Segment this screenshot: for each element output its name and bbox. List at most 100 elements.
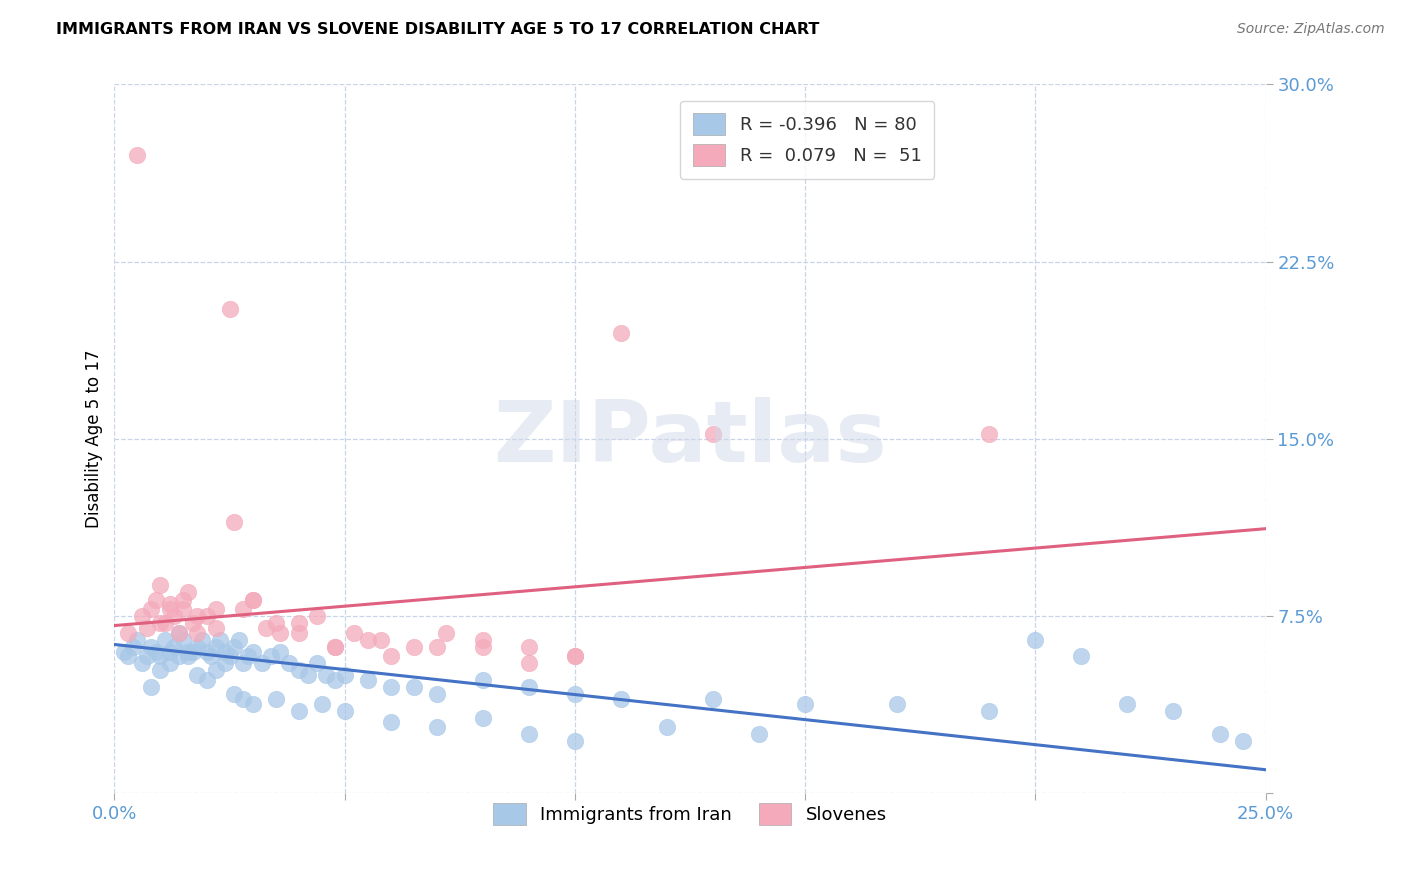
Point [195, 673, 218, 687]
Point [269, 644, 291, 658]
Point [380, 680, 402, 694]
Point [135, 621, 157, 635]
Point [177, 644, 200, 658]
Point [287, 616, 309, 631]
Point [517, 727, 540, 741]
Point [242, 697, 264, 711]
Point [232, 691, 254, 706]
Point [228, 632, 250, 647]
Point [172, 592, 194, 607]
Point [232, 657, 254, 671]
Point [471, 673, 494, 687]
Point [153, 632, 176, 647]
Point [167, 649, 190, 664]
Point [325, 673, 347, 687]
Point [1208, 727, 1230, 741]
Legend: Immigrants from Iran, Slovenes: Immigrants from Iran, Slovenes [484, 794, 896, 834]
Point [149, 578, 172, 592]
Point [204, 640, 226, 654]
Point [426, 720, 449, 734]
Point [191, 632, 214, 647]
Point [356, 632, 378, 647]
Point [402, 680, 425, 694]
Point [159, 602, 181, 616]
Point [564, 649, 586, 664]
Point [127, 632, 149, 647]
Point [224, 640, 246, 654]
Point [356, 673, 378, 687]
Point [311, 697, 333, 711]
Point [200, 649, 222, 664]
Point [149, 649, 172, 664]
Point [135, 649, 157, 664]
Point [305, 609, 328, 624]
Point [204, 664, 226, 678]
Point [186, 640, 208, 654]
Point [204, 602, 226, 616]
Point [1116, 697, 1139, 711]
Point [434, 625, 457, 640]
Point [305, 657, 328, 671]
Point [471, 640, 494, 654]
Point [333, 704, 356, 718]
Point [163, 640, 186, 654]
Point [214, 644, 236, 658]
Point [370, 632, 392, 647]
Point [172, 602, 194, 616]
Text: IMMIGRANTS FROM IRAN VS SLOVENE DISABILITY AGE 5 TO 17 CORRELATION CHART: IMMIGRANTS FROM IRAN VS SLOVENE DISABILI… [56, 22, 820, 37]
Point [380, 649, 402, 664]
Point [141, 602, 163, 616]
Point [564, 687, 586, 701]
Point [224, 687, 246, 701]
Point [1232, 734, 1254, 748]
Point [471, 632, 494, 647]
Point [1070, 649, 1092, 664]
Point [131, 657, 153, 671]
Point [224, 515, 246, 529]
Point [145, 592, 167, 607]
Point [610, 691, 633, 706]
Point [127, 148, 149, 162]
Point [218, 649, 240, 664]
Point [655, 720, 678, 734]
Point [145, 644, 167, 658]
Point [214, 657, 236, 671]
Point [195, 609, 218, 624]
Point [195, 644, 218, 658]
Point [264, 691, 287, 706]
Point [242, 592, 264, 607]
Point [517, 680, 540, 694]
Point [181, 644, 204, 658]
Point [402, 640, 425, 654]
Point [1163, 704, 1185, 718]
Point [278, 657, 301, 671]
Point [186, 609, 208, 624]
Point [333, 668, 356, 682]
Point [149, 616, 172, 631]
Point [287, 704, 309, 718]
Point [167, 625, 190, 640]
Point [159, 597, 181, 611]
Point [172, 632, 194, 647]
Point [564, 649, 586, 664]
Point [153, 616, 176, 631]
Point [218, 301, 240, 316]
Point [186, 668, 208, 682]
Point [250, 657, 273, 671]
Point [794, 697, 817, 711]
Point [159, 657, 181, 671]
Point [141, 680, 163, 694]
Point [204, 621, 226, 635]
Point [236, 649, 259, 664]
Point [141, 640, 163, 654]
Point [297, 668, 319, 682]
Point [702, 691, 724, 706]
Y-axis label: Disability Age 5 to 17: Disability Age 5 to 17 [86, 350, 103, 528]
Point [426, 640, 449, 654]
Point [242, 592, 264, 607]
Point [242, 644, 264, 658]
Point [517, 640, 540, 654]
Point [702, 427, 724, 442]
Point [269, 625, 291, 640]
Point [167, 625, 190, 640]
